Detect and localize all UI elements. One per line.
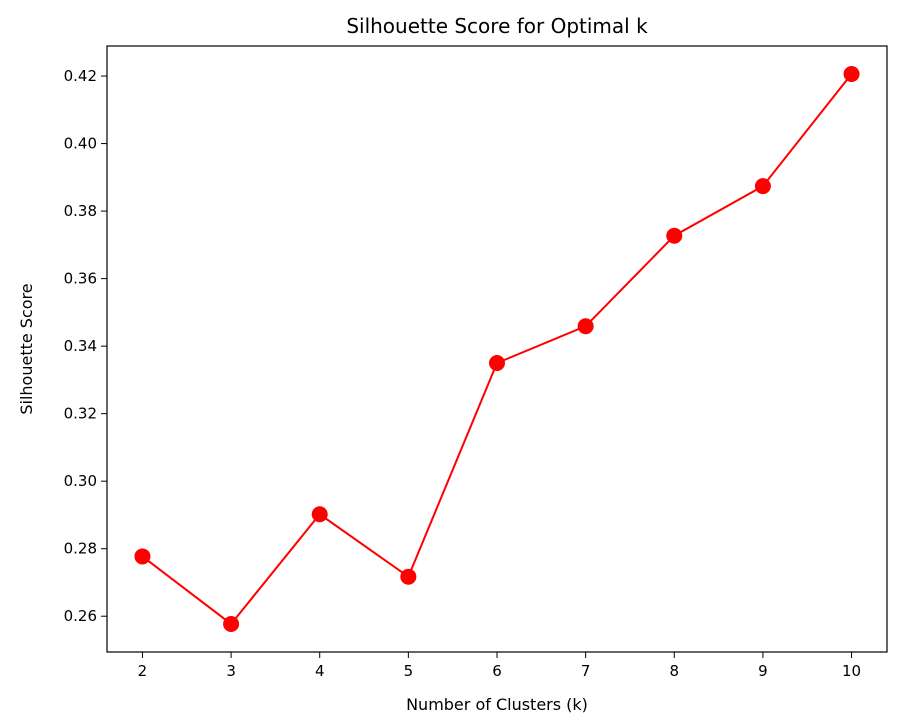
- x-tick-label: 6: [492, 662, 502, 680]
- y-tick-label: 0.32: [64, 405, 97, 423]
- data-point: [223, 615, 240, 632]
- x-axis: 2 3 4 5 6 7 8 9 10: [138, 652, 861, 680]
- data-point: [843, 66, 860, 83]
- y-tick-label: 0.40: [64, 135, 97, 153]
- y-axis-label: Silhouette Score: [17, 283, 36, 414]
- x-tick-label: 8: [669, 662, 679, 680]
- series-layer: [134, 66, 860, 632]
- data-point: [577, 318, 594, 335]
- y-tick-label: 0.28: [64, 540, 97, 558]
- x-tick-label: 10: [842, 662, 861, 680]
- y-tick-label: 0.30: [64, 472, 97, 490]
- x-tick-label: 4: [315, 662, 325, 680]
- data-point: [134, 548, 151, 565]
- x-tick-label: 9: [758, 662, 768, 680]
- data-point: [400, 568, 417, 585]
- chart-title: Silhouette Score for Optimal k: [346, 14, 648, 38]
- data-point: [666, 227, 683, 244]
- plot-area: [106, 45, 888, 653]
- y-tick-label: 0.42: [64, 67, 97, 85]
- x-axis-label: Number of Clusters (k): [406, 695, 588, 714]
- data-point: [311, 506, 328, 523]
- y-tick-label: 0.34: [64, 337, 97, 355]
- y-tick-label: 0.38: [64, 202, 97, 220]
- x-tick-label: 5: [404, 662, 414, 680]
- data-point: [754, 178, 771, 195]
- x-tick-label: 3: [226, 662, 236, 680]
- y-tick-label: 0.26: [64, 607, 97, 625]
- y-tick-label: 0.36: [64, 270, 97, 288]
- data-point: [489, 355, 505, 372]
- y-axis: 0.26 0.28 0.30 0.32 0.34 0.36 0.38 0.40 0.42: [64, 67, 107, 625]
- plot-frame: [106, 45, 888, 653]
- x-tick-label: 2: [138, 662, 148, 680]
- x-tick-label: 7: [581, 662, 591, 680]
- series-line: [141, 73, 853, 626]
